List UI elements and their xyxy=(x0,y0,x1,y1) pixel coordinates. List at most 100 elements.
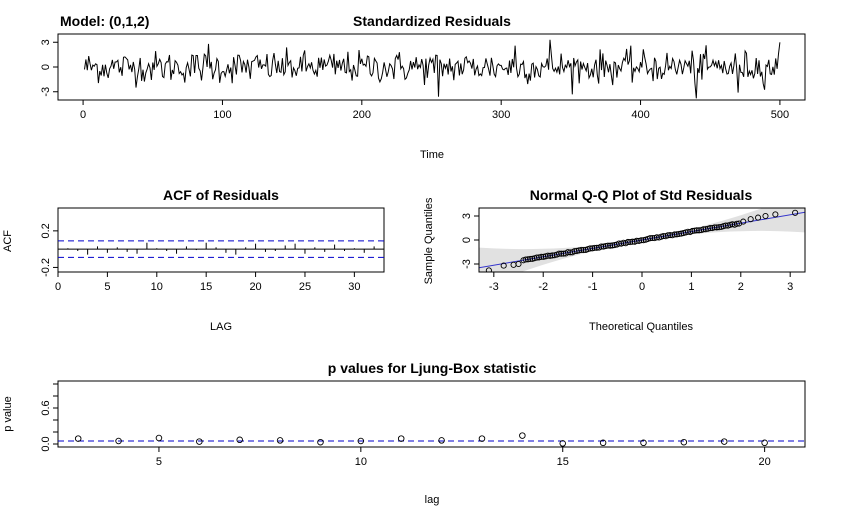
qq-point xyxy=(740,218,747,225)
qq-point xyxy=(627,239,634,246)
qq-point xyxy=(602,242,609,250)
qq-ticks: -3 -2 -1 0 1 2 3 -3 0 3 xyxy=(461,213,793,293)
x-tick-label: 10 xyxy=(151,281,163,293)
qq-point xyxy=(580,246,587,254)
qq-point xyxy=(664,232,671,239)
qq-point xyxy=(660,232,667,240)
qq-point xyxy=(716,224,723,231)
qq-point xyxy=(671,231,678,238)
qq-point xyxy=(578,246,585,253)
pvalue-point xyxy=(397,435,405,442)
acf-ylabel: ACF xyxy=(2,230,14,252)
acf-ticks: 0 5 10 15 20 25 30 -0.2 0.2 xyxy=(40,223,360,293)
model-label: Model: (0,1,2) xyxy=(60,13,149,29)
x-tick-label: 3 xyxy=(787,281,793,293)
ljungbox-ylabel: p value xyxy=(2,396,14,431)
panel-qq: Normal Q-Q Plot of Std Residuals -3 -2 -1 0… xyxy=(423,187,806,333)
ljungbox-title: p values for Ljung-Box statistic xyxy=(328,360,537,376)
pvalue-point xyxy=(599,439,607,447)
qq-point xyxy=(649,234,656,242)
pvalue-point xyxy=(155,434,163,442)
qq-title: Normal Q-Q Plot of Std Residuals xyxy=(530,187,753,203)
qq-point xyxy=(733,220,740,227)
x-tick-label: -2 xyxy=(538,281,548,293)
qq-point xyxy=(693,227,700,234)
qq-point xyxy=(755,214,762,221)
y-tick-label: 0 xyxy=(461,237,473,243)
x-tick-label: 0 xyxy=(639,281,645,293)
x-tick-label: 30 xyxy=(348,281,360,293)
qq-point xyxy=(604,242,611,249)
qq-point xyxy=(696,227,703,234)
x-tick-label: 0 xyxy=(80,109,86,121)
qq-point xyxy=(571,248,578,255)
x-tick-label: -3 xyxy=(489,281,499,293)
qq-point xyxy=(591,244,598,251)
pvalue-point xyxy=(519,432,526,439)
x-tick-label: -1 xyxy=(588,281,598,293)
x-tick-label: 15 xyxy=(557,456,569,468)
qq-point xyxy=(593,244,600,251)
qq-point xyxy=(691,227,698,234)
pvalue-point xyxy=(761,439,768,447)
residuals-xlabel: Time xyxy=(420,149,444,161)
qq-point xyxy=(762,212,769,220)
x-tick-label: 15 xyxy=(200,281,212,293)
qq-point xyxy=(792,209,799,216)
y-tick-label: 0.6 xyxy=(40,400,52,415)
qq-ylabel: Sample Quantiles xyxy=(423,197,435,284)
qq-point xyxy=(615,240,623,247)
qq-point xyxy=(689,227,696,235)
qq-point xyxy=(684,228,691,235)
residuals-series-line xyxy=(84,39,781,99)
y-tick-label: 0.2 xyxy=(40,223,52,238)
acf-title: ACF of Residuals xyxy=(163,187,279,203)
qq-point xyxy=(707,224,714,232)
x-tick-label: 25 xyxy=(299,281,311,293)
pvalue-point xyxy=(478,435,486,442)
y-tick-label: -3 xyxy=(40,87,52,97)
qq-point xyxy=(564,249,571,256)
qq-point xyxy=(575,247,583,254)
qq-point xyxy=(538,253,545,260)
acf-plot-frame xyxy=(57,207,385,273)
qq-point xyxy=(667,231,674,239)
x-tick-label: 5 xyxy=(104,281,110,293)
pvalue-point xyxy=(196,438,203,445)
x-tick-label: 20 xyxy=(249,281,261,293)
qq-point xyxy=(713,224,720,231)
y-tick-label: 3 xyxy=(461,213,473,219)
qq-point xyxy=(555,250,563,257)
qq-point xyxy=(485,267,492,272)
pvalue-point xyxy=(317,438,324,446)
qq-point xyxy=(747,216,754,223)
y-tick-label: -0.2 xyxy=(40,258,52,277)
qq-point xyxy=(711,224,718,231)
qq-point xyxy=(544,252,551,259)
x-tick-label: 20 xyxy=(758,456,770,468)
qq-point xyxy=(567,249,574,256)
acf-bars xyxy=(58,240,384,258)
qq-point xyxy=(700,226,707,233)
qq-xlabel: Theoretical Quantiles xyxy=(589,321,693,333)
x-tick-label: 300 xyxy=(492,109,510,121)
x-tick-label: 500 xyxy=(771,109,789,121)
panel-ljung-box: p values for Ljung-Box statistic 5 10 15 20… xyxy=(2,360,806,506)
qq-point xyxy=(524,256,531,263)
x-tick-label: 1 xyxy=(688,281,694,293)
x-tick-label: 100 xyxy=(213,109,231,121)
qq-point xyxy=(527,255,534,263)
residuals-title: Standardized Residuals xyxy=(353,13,511,29)
y-tick-label: 0 xyxy=(40,64,52,70)
ljungbox-ticks: 5 10 15 20 0.0 0.6 xyxy=(40,383,771,468)
pvalue-point xyxy=(276,437,284,444)
pvalue-point xyxy=(115,437,122,445)
qq-point xyxy=(647,235,654,242)
qq-point xyxy=(729,221,736,228)
y-tick-label: 3 xyxy=(40,39,52,45)
y-tick-label: -3 xyxy=(461,259,473,269)
panel-acf: ACF of Residuals 0 5 10 15 20 25 30 -0.2 0.2 LAG… xyxy=(2,187,385,333)
qq-point xyxy=(589,245,596,252)
x-tick-label: 0 xyxy=(55,281,61,293)
